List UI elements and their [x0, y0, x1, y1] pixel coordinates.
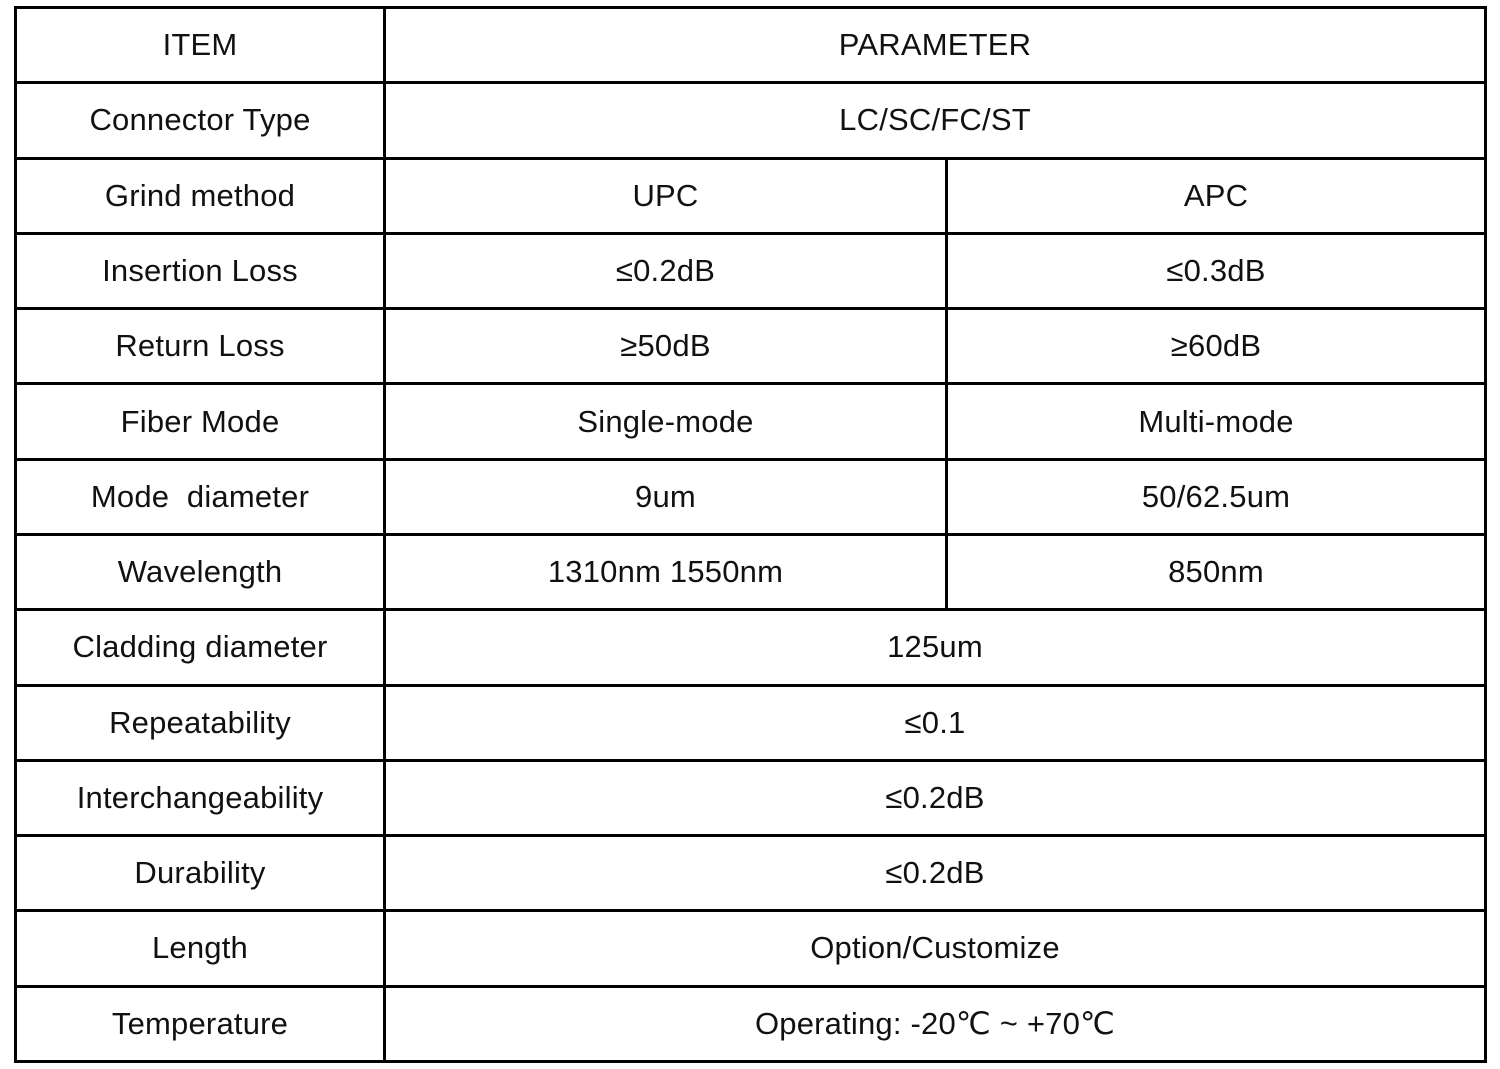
row-label-length: Length — [14, 909, 386, 988]
table-row: Length Option/Customize — [14, 909, 1488, 988]
specification-table: ITEM PARAMETER Connector Type LC/SC/FC/S… — [14, 5, 1488, 1064]
row-label-durability: Durability — [14, 834, 386, 913]
row-value-insertion-loss-apc: ≤0.3dB — [944, 231, 1488, 311]
row-label-connector-type: Connector Type — [14, 81, 386, 160]
row-value-cladding-diameter: 125um — [382, 608, 1488, 687]
row-label-temperature: Temperature — [14, 984, 386, 1064]
row-value-insertion-loss-upc: ≤0.2dB — [383, 231, 948, 311]
row-label-interchangeability: Interchangeability — [14, 758, 386, 838]
row-value-wavelength-apc: 850nm — [944, 532, 1488, 612]
row-value-fiber-mode-upc: Single-mode — [383, 382, 948, 461]
row-value-length: Option/Customize — [382, 909, 1488, 988]
table-row: Return Loss ≥50dB ≥60dB — [14, 307, 1488, 386]
table-row: Interchangeability ≤0.2dB — [14, 758, 1488, 838]
row-label-insertion-loss: Insertion Loss — [14, 231, 386, 311]
row-value-return-loss-apc: ≥60dB — [944, 307, 1488, 386]
table-row: Insertion Loss ≤0.2dB ≤0.3dB — [14, 231, 1488, 311]
table-row: Mode diameter 9um 50/62.5um — [14, 457, 1488, 536]
table-row: Grind method UPC APC — [14, 156, 1488, 235]
table-row: Fiber Mode Single-mode Multi-mode — [14, 382, 1488, 461]
row-label-repeatability: Repeatability — [14, 683, 386, 762]
table-row-header: ITEM PARAMETER — [14, 5, 1488, 85]
table-row: Repeatability ≤0.1 — [14, 683, 1488, 762]
row-label-cladding-diameter: Cladding diameter — [14, 608, 386, 687]
table-row: Wavelength 1310nm 1550nm 850nm — [14, 532, 1488, 612]
table-row: Temperature Operating: -20℃ ~ +70℃ — [14, 984, 1488, 1064]
row-label-grind-method: Grind method — [14, 156, 386, 235]
row-label-mode-diameter: Mode diameter — [14, 457, 386, 536]
table-row: Durability ≤0.2dB — [14, 834, 1488, 913]
row-value-durability: ≤0.2dB — [382, 834, 1488, 913]
row-value-mode-diameter-apc: 50/62.5um — [944, 457, 1488, 536]
row-value-grind-method-upc: UPC — [383, 156, 948, 235]
row-value-mode-diameter-upc: 9um — [383, 457, 948, 536]
row-value-interchangeability: ≤0.2dB — [382, 758, 1488, 838]
row-value-temperature: Operating: -20℃ ~ +70℃ — [382, 984, 1488, 1064]
row-value-connector-type: LC/SC/FC/ST — [382, 81, 1488, 160]
row-value-fiber-mode-apc: Multi-mode — [944, 382, 1488, 461]
table-row: Connector Type LC/SC/FC/ST — [14, 81, 1488, 160]
row-label-wavelength: Wavelength — [14, 532, 386, 612]
row-label-return-loss: Return Loss — [14, 307, 386, 386]
row-value-grind-method-apc: APC — [944, 156, 1488, 235]
row-label-fiber-mode: Fiber Mode — [14, 382, 386, 461]
row-value-wavelength-upc: 1310nm 1550nm — [383, 532, 948, 612]
column-header-item: ITEM — [14, 5, 386, 85]
column-header-parameter: PARAMETER — [382, 5, 1488, 85]
table-row: Cladding diameter 125um — [14, 608, 1488, 687]
row-value-return-loss-upc: ≥50dB — [383, 307, 948, 386]
row-value-repeatability: ≤0.1 — [382, 683, 1488, 762]
